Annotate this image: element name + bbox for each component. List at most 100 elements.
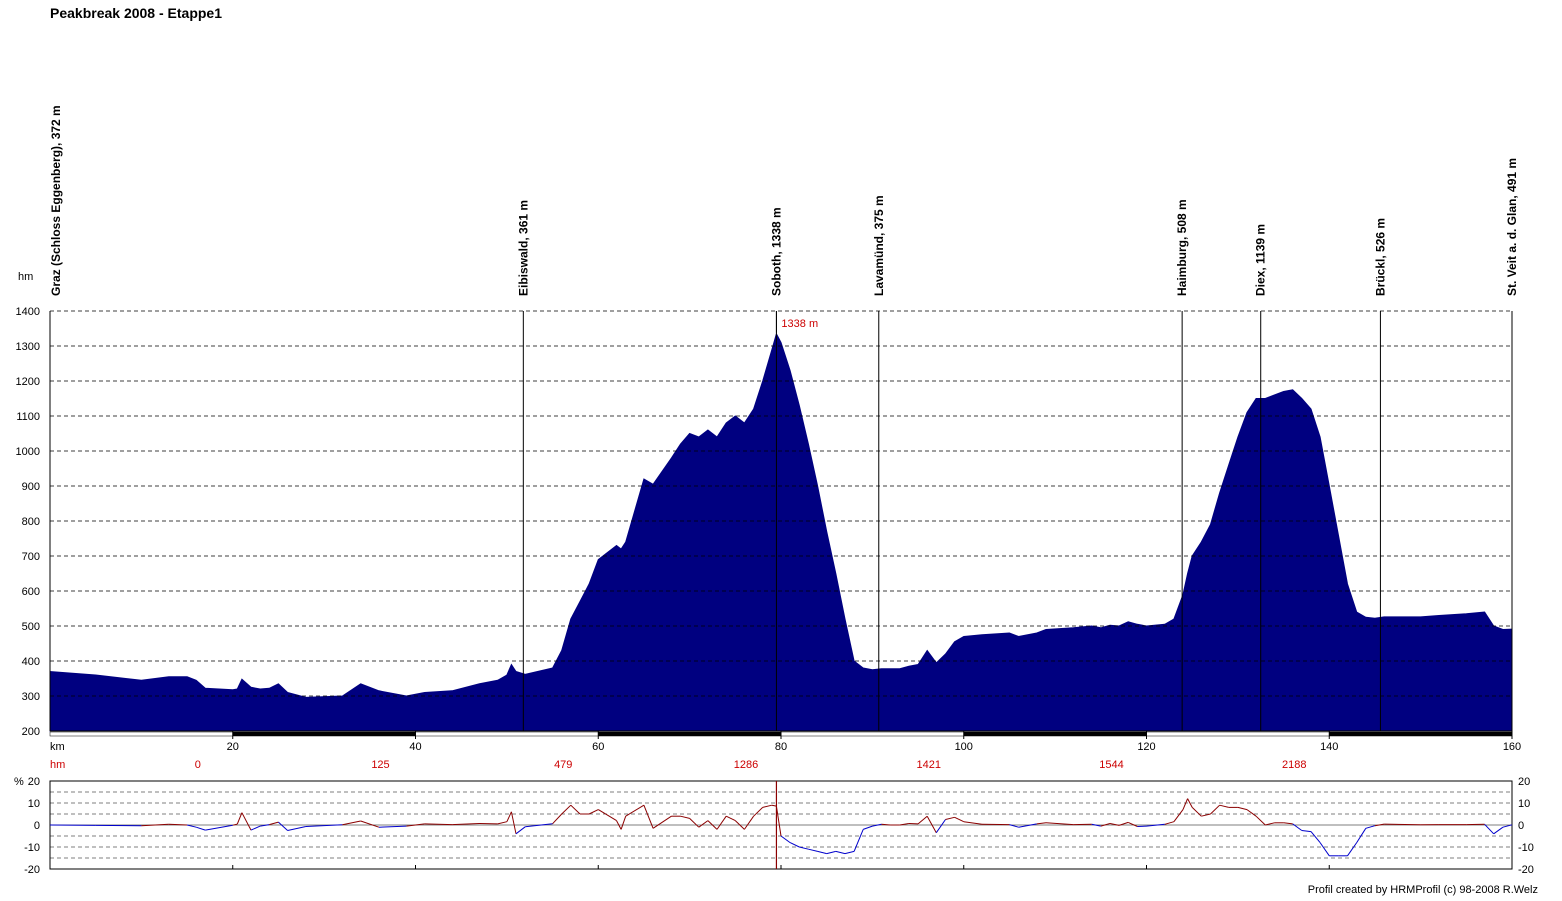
gradient-segment xyxy=(251,826,260,830)
gradient-segment xyxy=(516,827,525,834)
gradient-segment xyxy=(918,816,927,824)
gradient-segment xyxy=(781,836,790,843)
waypoint-label: Brückl, 526 m xyxy=(1373,218,1387,296)
y-tick-label: 1000 xyxy=(16,446,40,458)
gradient-segment xyxy=(621,816,626,829)
cumulative-hm-label: hm xyxy=(50,759,65,771)
gradient-segment xyxy=(772,805,777,806)
gradient-segment xyxy=(288,827,306,831)
gradient-segment xyxy=(726,816,735,820)
gradient-segment xyxy=(361,821,379,827)
gradient-segment xyxy=(845,851,854,853)
x-axis-band xyxy=(233,732,416,736)
gradient-segment xyxy=(827,851,836,853)
gradient-left-tick-label: 20 xyxy=(28,776,40,788)
waypoint-label: Soboth, 1338 m xyxy=(769,207,783,296)
y-tick-label: 500 xyxy=(22,621,40,633)
y-axis-label: hm xyxy=(18,271,33,283)
gradient-segment xyxy=(237,813,242,824)
gradient-segment xyxy=(589,810,598,814)
x-tick-label: 160 xyxy=(1503,741,1521,753)
x-axis-band xyxy=(416,732,599,736)
cumulative-hm-value: 125 xyxy=(371,759,389,771)
gradient-segment xyxy=(1211,805,1220,814)
gradient-right-tick-label: 10 xyxy=(1518,798,1530,810)
gradient-left-tick-label: 0 xyxy=(34,820,40,832)
gradient-segment xyxy=(936,820,945,833)
y-tick-label: 200 xyxy=(22,726,40,738)
gradient-segment xyxy=(681,816,690,818)
x-axis-band xyxy=(1329,732,1512,736)
y-tick-label: 600 xyxy=(22,586,40,598)
y-tick-label: 800 xyxy=(22,516,40,528)
waypoint-label: Graz (Schloss Eggenberg), 372 m xyxy=(49,105,63,296)
gradient-segment xyxy=(1366,826,1375,829)
gradient-segment xyxy=(1183,799,1188,810)
x-tick-label: 100 xyxy=(955,741,973,753)
waypoint-label: Lavamünd, 375 m xyxy=(872,195,886,296)
gradient-segment xyxy=(808,849,817,851)
gradient-segment xyxy=(955,817,964,821)
gradient-segment xyxy=(653,816,671,828)
gradient-segment xyxy=(1311,832,1320,843)
gradient-segment xyxy=(278,822,287,830)
gradient-segment xyxy=(882,824,891,825)
x-axis-label: km xyxy=(50,741,65,753)
gradient-segment xyxy=(626,805,644,816)
gradient-segment xyxy=(744,816,753,829)
gradient-segment xyxy=(598,810,616,821)
elevation-chart: hm20030040050060070080090010001100120013… xyxy=(16,105,1522,771)
gradient-segment xyxy=(169,824,187,825)
gradient-segment xyxy=(1037,823,1046,824)
y-tick-label: 1100 xyxy=(16,411,40,423)
peak-annotation: 1338 m xyxy=(781,318,818,330)
gradient-right-tick-label: -20 xyxy=(1518,864,1534,876)
gradient-segment xyxy=(141,824,168,825)
y-tick-label: 900 xyxy=(22,481,40,493)
x-axis-band xyxy=(1147,732,1330,736)
gradient-segment xyxy=(699,821,708,828)
gradient-segment xyxy=(1220,805,1229,807)
gradient-segment xyxy=(452,824,479,825)
gradient-segment xyxy=(205,825,233,830)
y-tick-label: 1400 xyxy=(16,306,40,318)
cumulative-hm-value: 1544 xyxy=(1099,759,1123,771)
gradient-segment xyxy=(763,805,772,807)
y-tick-label: 1200 xyxy=(16,376,40,388)
gradient-segment xyxy=(1165,822,1174,825)
gradient-segment xyxy=(1302,831,1311,832)
gradient-segment xyxy=(571,805,580,814)
gradient-right-tick-label: -10 xyxy=(1518,842,1534,854)
gradient-left-tick-label: 10 xyxy=(28,798,40,810)
gradient-segment xyxy=(1384,824,1421,825)
waypoint-label: Eibiswald, 361 m xyxy=(516,200,530,296)
gradient-segment xyxy=(1357,828,1366,842)
gradient-segment xyxy=(196,827,205,830)
gradient-segment xyxy=(717,816,726,829)
gradient-segment xyxy=(754,807,763,816)
x-tick-label: 120 xyxy=(1137,741,1155,753)
waypoint-label: Diex, 1139 m xyxy=(1254,224,1268,296)
x-axis-band xyxy=(598,732,781,736)
x-tick-label: 80 xyxy=(775,741,787,753)
gradient-segment xyxy=(854,829,863,851)
waypoint-label: St. Veit a. d. Glan, 491 m xyxy=(1505,158,1519,296)
x-axis-band xyxy=(964,732,1147,736)
gradient-segment xyxy=(1019,824,1037,827)
gradient-segment xyxy=(562,805,571,814)
gradient-segment xyxy=(187,825,196,827)
gradient-right-tick-label: 20 xyxy=(1518,776,1530,788)
y-tick-label: 400 xyxy=(22,656,40,668)
cumulative-hm-value: 1286 xyxy=(734,759,758,771)
gradient-segment xyxy=(1348,843,1357,856)
gradient-segment xyxy=(379,826,407,827)
cumulative-hm-value: 1421 xyxy=(917,759,941,771)
gradient-segment xyxy=(776,806,781,836)
gradient-segment xyxy=(790,843,799,847)
gradient-segment xyxy=(511,812,516,834)
cumulative-hm-value: 0 xyxy=(195,759,201,771)
gradient-segment xyxy=(799,847,808,849)
